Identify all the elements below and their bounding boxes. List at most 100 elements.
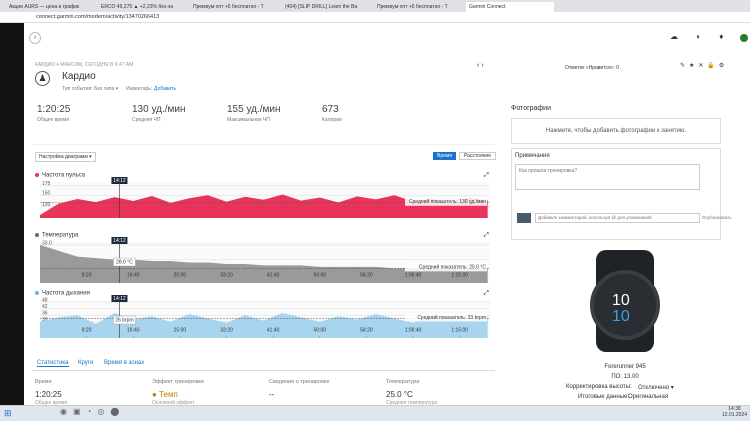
average-label: Средний показатель: 33 brpm: [417, 314, 486, 321]
x-tick-label: 50:00: [314, 272, 327, 278]
summary-sub: Средняя температура: [386, 400, 438, 406]
pager[interactable]: ‹ ›: [477, 62, 484, 69]
x-tick-label: 58:20: [360, 327, 373, 333]
area: [40, 244, 488, 283]
average-label-bg: [405, 263, 487, 272]
expand-icon: ⤢: [484, 232, 489, 239]
time: 14:38: [728, 406, 741, 412]
date: 12.01.2024: [722, 412, 748, 418]
summary-value: --: [269, 390, 275, 399]
x-tick-label: 1:06:40: [405, 272, 422, 278]
clock: 14:38 12.01.2024: [722, 406, 747, 418]
tab[interactable]: Статистика: [37, 360, 69, 367]
cursor-time-bg: [111, 237, 128, 244]
browser-tab[interactable]: Garmin Connect: [466, 2, 554, 12]
x-tick-label: 16:40: [127, 327, 140, 333]
time-toggle[interactable]: Время: [433, 152, 457, 160]
tab[interactable]: Время в зонах: [104, 360, 145, 366]
cursor-time-bg: [111, 295, 128, 302]
stat-label: Калории: [322, 117, 342, 123]
action-icons[interactable]: ✎★✕🔒⚙: [680, 63, 729, 69]
address-bar: [0, 12, 750, 23]
x-tick-label: 1:15:00: [451, 327, 468, 333]
chart-title: Частота пульса: [42, 173, 86, 179]
expand-icon: ⤢: [484, 172, 489, 179]
header-icons[interactable]: ☁ ◐ ♦: [670, 32, 732, 41]
device-name: Forerunner 945: [604, 364, 646, 370]
summary-value: 25.0 °C: [386, 390, 413, 399]
tab[interactable]: Круги: [78, 360, 94, 366]
charts: Частота пульса ⤢ 120 150 175 Средний показате…: [35, 172, 490, 338]
chart-title: Частота дыхания: [42, 291, 90, 297]
url[interactable]: connect.garmin.com/modern/activity/13470…: [36, 14, 160, 20]
expand-icon: ⤢: [484, 290, 489, 297]
x-tick-label: 33:20: [220, 327, 233, 333]
y-tick-label: 33.0: [42, 240, 52, 246]
distance-toggle[interactable]: Расстояние: [459, 152, 497, 160]
average-label: Средний показатель: 25.0 °C: [419, 264, 486, 271]
gear-label: Инвентарь:: [126, 86, 153, 92]
summary-head: Температура: [386, 379, 420, 385]
x-tick-label: 25:00: [174, 327, 187, 333]
stat-label: Средняя ЧП: [132, 117, 161, 123]
device-totals-value[interactable]: Оригинальная: [628, 394, 669, 400]
y-tick-label: 120: [42, 202, 51, 208]
gear-add[interactable]: Добавить: [154, 86, 177, 92]
publish-button[interactable]: Опубликовать: [702, 215, 732, 220]
likes[interactable]: Отметок «Нравится»: 0: [565, 65, 620, 71]
taskbar-apps[interactable]: ◉▣◔◎⬤: [60, 407, 126, 416]
legend-dot: [35, 173, 39, 177]
browser-tab[interactable]: (404) [SLIP DRILL] Learn the Ba: [285, 4, 358, 10]
browser-tab[interactable]: Премиум опт +5 бесплатно - Т: [377, 4, 448, 10]
notes-panel: [511, 148, 721, 240]
chart-settings[interactable]: Настройка диаграмм ▾: [35, 152, 96, 162]
comment-input[interactable]: Добавьте комментарий, используя @ для уп…: [535, 213, 700, 223]
browser-tab[interactable]: ERCO 49,275 ▲ +2,23% без на: [101, 4, 174, 10]
y-tick-label: 30: [42, 317, 48, 323]
photos-add[interactable]: Нажмите, чтобы добавить фотографии к зан…: [511, 118, 721, 144]
summary-sub: Общее время: [35, 400, 68, 406]
avatar[interactable]: [740, 34, 748, 42]
x-tick-label: 33:20: [220, 272, 233, 278]
taskbar: [0, 405, 750, 421]
stat-value: 1:20:25: [37, 104, 71, 115]
photos-title: Фотографии: [511, 105, 552, 112]
event-type[interactable]: Тип события: Без типа ▾: [62, 86, 119, 92]
x-tick-label: 1:06:40: [405, 327, 422, 333]
stat-value: 673: [322, 104, 339, 115]
legend-dot: [35, 291, 39, 295]
browser-tab[interactable]: Акции AURS — цена и график: [9, 4, 80, 10]
device-elevation: Корректировка высоты:: [566, 384, 632, 390]
cursor-value: 28.0 °C: [116, 259, 133, 265]
cursor-value-bg: [113, 257, 136, 267]
x-tick-label: 41:40: [267, 272, 280, 278]
x-tick-label: 8:20: [82, 327, 92, 333]
summary-value: 1:20:25: [35, 390, 62, 399]
x-tick-label: 1:15:00: [451, 272, 468, 278]
activity-title[interactable]: Кардио: [62, 71, 96, 82]
device-elevation-value[interactable]: Отключено ▾: [638, 385, 674, 391]
nav-toggle[interactable]: ›: [29, 32, 41, 44]
sidebar-nav: [0, 23, 24, 406]
cursor-value-bg: [113, 315, 136, 325]
start-button[interactable]: ⊞: [4, 408, 12, 418]
summary-value: ● Темп: [152, 390, 178, 399]
breadcrumb[interactable]: КАРДИО ▾ МАКСИМ, СЕГОДНЯ В 6:47 AM: [35, 62, 134, 68]
average-label: Средний показатель: 130 уд./мин: [409, 198, 486, 205]
y-tick-label: 42: [42, 304, 48, 310]
watch-face: [590, 270, 660, 340]
cursor-time-bg: [111, 177, 128, 184]
y-tick-label: 150: [42, 191, 51, 197]
browser-tab[interactable]: Премиум опт +5 бесплатно - Т: [193, 4, 264, 10]
charts-panel: [32, 144, 495, 340]
x-tick-label: 41:40: [267, 327, 280, 333]
summary-head: Время: [35, 379, 52, 385]
y-tick-label: 48: [42, 297, 48, 303]
device-totals: Итоговые данные:: [578, 394, 630, 400]
device-firmware: ПО: 13.00: [611, 374, 639, 380]
stat-value: 130 уд./мин: [132, 104, 186, 115]
notes-input[interactable]: Как прошла тренировка?: [515, 164, 700, 190]
stat-label: Максимальная ЧП: [227, 117, 270, 123]
cursor-time: 14:12: [113, 178, 126, 184]
